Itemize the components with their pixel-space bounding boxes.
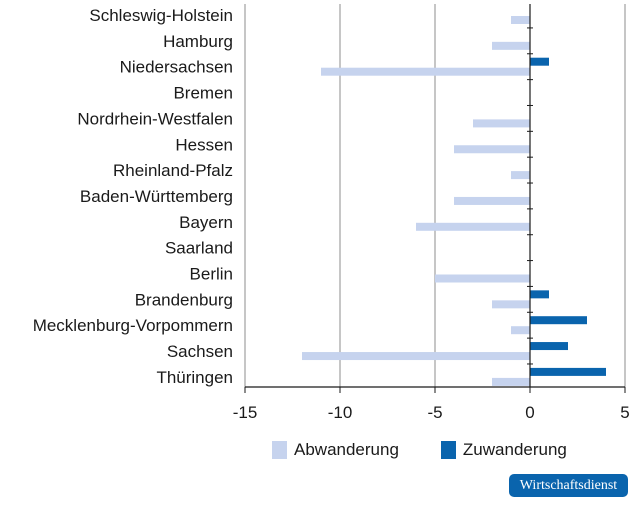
category-label-saarland: Saarland (165, 239, 233, 258)
x-tick-label: -15 (233, 403, 258, 422)
x-tick-label: -10 (328, 403, 353, 422)
legend-label-zuwanderung: Zuwanderung (462, 440, 567, 459)
category-label-thueringen: Thüringen (156, 368, 233, 387)
bar-abwanderung-bayern (416, 222, 530, 231)
category-label-bremen: Bremen (173, 84, 233, 103)
bar-abwanderung-rheinland-pfalz (511, 171, 530, 180)
bars (302, 16, 606, 386)
bar-abwanderung-hessen (454, 145, 530, 154)
category-label-berlin: Berlin (190, 265, 233, 284)
legend: Abwanderung Zuwanderung (272, 440, 609, 460)
category-label-mecklenburg-vorpommern: Mecklenburg-Vorpommern (33, 316, 233, 335)
bar-zuwanderung-thueringen (530, 367, 606, 376)
publisher-badge: Wirtschaftsdienst (509, 474, 628, 497)
bar-zuwanderung-mecklenburg-vorpommern (530, 316, 587, 325)
bar-abwanderung-berlin (435, 274, 530, 283)
bar-abwanderung-sachsen (302, 352, 530, 361)
category-label-nordrhein-westfalen: Nordrhein-Westfalen (77, 109, 233, 128)
category-label-schleswig-holstein: Schleswig-Holstein (89, 6, 233, 25)
category-label-hessen: Hessen (175, 135, 233, 154)
axes (244, 4, 626, 393)
category-label-baden-wuerttemberg: Baden-Württemberg (80, 187, 233, 206)
bar-abwanderung-hamburg (492, 41, 530, 50)
category-label-hamburg: Hamburg (163, 32, 233, 51)
bar-abwanderung-brandenburg (492, 300, 530, 309)
grid-lines (244, 4, 626, 387)
bar-abwanderung-schleswig-holstein (511, 16, 530, 24)
tick-labels: -15 -10 -5 0 5 (233, 403, 630, 422)
bar-abwanderung-nordrhein-westfalen (473, 119, 530, 128)
bar-abwanderung-baden-wuerttemberg (454, 196, 530, 205)
legend-swatch-zuwanderung (440, 441, 456, 459)
bar-abwanderung-niedersachsen (321, 67, 530, 76)
legend-item-zuwanderung: Zuwanderung (440, 440, 567, 460)
category-label-rheinland-pfalz: Rheinland-Pfalz (113, 161, 233, 180)
bar-zuwanderung-sachsen (530, 342, 568, 351)
legend-swatch-abwanderung (272, 441, 287, 459)
category-labels: Schleswig-Holstein Hamburg Niedersachsen Br… (33, 6, 233, 387)
bar-zuwanderung-brandenburg (530, 290, 549, 299)
legend-label-abwanderung: Abwanderung (294, 440, 399, 459)
bar-abwanderung-mecklenburg-vorpommern (511, 326, 530, 335)
x-tick-label: 0 (525, 403, 534, 422)
bar-zuwanderung-niedersachsen (530, 57, 549, 66)
category-label-bayern: Bayern (179, 213, 233, 232)
category-label-brandenburg: Brandenburg (135, 290, 233, 309)
bar-abwanderung-thueringen (492, 377, 530, 386)
legend-item-abwanderung: Abwanderung (272, 440, 399, 460)
category-label-niedersachsen: Niedersachsen (120, 58, 233, 77)
bar-chart: Schleswig-Holstein Hamburg Niedersachsen Br… (33, 4, 630, 422)
x-tick-label: 5 (620, 403, 629, 422)
category-label-sachsen: Sachsen (167, 342, 233, 361)
x-tick-label: -5 (427, 403, 442, 422)
